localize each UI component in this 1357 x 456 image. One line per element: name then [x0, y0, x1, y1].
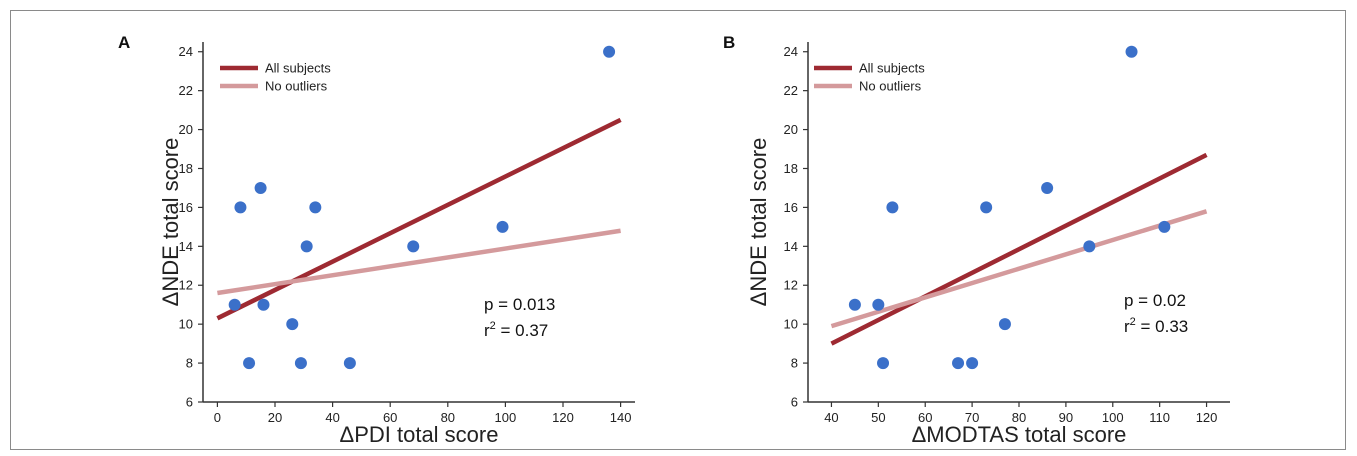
panel-label: B: [723, 33, 735, 52]
r-squared-exponent: 2: [1130, 316, 1136, 328]
data-point: [228, 298, 241, 311]
data-point: [496, 220, 509, 233]
y-tick-label: 10: [179, 317, 193, 332]
y-tick-label: 24: [784, 44, 798, 59]
data-point: [886, 201, 899, 214]
panel-a: 6 8 10 12 14 16 18 20 22 24 0 20 40 60 80 100 120 140 ΔPDI…: [118, 33, 635, 447]
y-tick-label: 12: [179, 278, 193, 293]
data-point: [980, 201, 993, 214]
panel-b: 6 8 10 12 14 16 18 20 22 24 40 50 60 70 80 90 100 110 120 Δ…: [723, 33, 1230, 447]
x-tick-label: 90: [1059, 410, 1073, 425]
data-point: [872, 298, 885, 311]
r-squared-exponent: 2: [490, 320, 496, 332]
x-tick-label: 50: [871, 410, 885, 425]
data-point: [234, 201, 247, 214]
r-squared-symbol: r: [1124, 317, 1130, 336]
y-tick-label: 6: [186, 395, 193, 410]
data-point: [1125, 45, 1138, 58]
data-point: [1041, 181, 1054, 194]
x-tick-label: 80: [441, 410, 455, 425]
y-axis-label: ΔNDE total score: [158, 138, 183, 307]
r-squared: r2 = 0.37: [484, 320, 548, 340]
y-tick-label: 14: [179, 239, 193, 254]
y-tick-label: 22: [179, 83, 193, 98]
r-squared-symbol: r: [484, 321, 490, 340]
x-tick-label: 120: [552, 410, 574, 425]
data-point: [257, 298, 270, 311]
legend-label-no-outliers: No outliers: [265, 79, 328, 94]
legend-label-no-outliers: No outliers: [859, 79, 922, 94]
r-squared: r2 = 0.33: [1124, 316, 1188, 336]
y-tick-label: 24: [179, 44, 193, 59]
x-tick-label: 40: [325, 410, 339, 425]
x-tick-label: 140: [610, 410, 632, 425]
data-point: [603, 45, 616, 58]
y-axis-label: ΔNDE total score: [746, 138, 771, 307]
x-tick-label: 110: [1149, 410, 1170, 425]
y-tick-label: 18: [784, 161, 798, 176]
data-point: [294, 357, 307, 370]
y-tick-label: 12: [784, 278, 798, 293]
regression-line-all-subjects: [216, 117, 622, 321]
data-point: [1083, 240, 1096, 253]
data-point: [407, 240, 420, 253]
data-point: [966, 357, 979, 370]
data-point: [952, 357, 965, 370]
y-tick-label: 8: [186, 356, 193, 371]
x-tick-label: 20: [268, 410, 282, 425]
y-tick-label: 20: [179, 122, 193, 137]
x-tick-label: 60: [918, 410, 932, 425]
data-point: [848, 298, 861, 311]
data-point: [243, 357, 256, 370]
y-tick-label: 14: [784, 239, 798, 254]
data-point: [343, 357, 356, 370]
y-tick-label: 22: [784, 83, 798, 98]
legend-label-all-subjects: All subjects: [265, 61, 331, 76]
legend-label-all-subjects: All subjects: [859, 61, 925, 76]
x-tick-label: 120: [1196, 410, 1218, 425]
regression-line-all-subjects: [830, 152, 1208, 346]
r-squared-value: = 0.33: [1136, 317, 1188, 336]
x-axis-label: ΔMODTAS total score: [912, 422, 1127, 447]
p-value: p = 0.013: [484, 295, 555, 314]
x-axis-label: ΔPDI total score: [340, 422, 499, 447]
data-point: [300, 240, 313, 253]
p-value: p = 0.02: [1124, 291, 1186, 310]
y-tick-label: 10: [784, 317, 798, 332]
data-point: [254, 181, 267, 194]
y-tick-label: 20: [784, 122, 798, 137]
y-tick-label: 16: [179, 200, 193, 215]
figure-frame: [10, 10, 1346, 450]
x-tick-label: 80: [1012, 410, 1026, 425]
x-tick-label: 0: [214, 410, 221, 425]
regression-line-no-outliers: [217, 228, 621, 296]
y-tick-label: 6: [791, 395, 798, 410]
regression-line-no-outliers: [830, 209, 1208, 329]
data-point: [877, 357, 890, 370]
r-squared-value: = 0.37: [496, 321, 548, 340]
data-point: [286, 318, 299, 331]
y-tick-label: 8: [791, 356, 798, 371]
x-tick-label: 60: [383, 410, 397, 425]
x-tick-label: 70: [965, 410, 979, 425]
data-point: [998, 318, 1011, 331]
x-tick-label: 40: [824, 410, 838, 425]
x-tick-label: 100: [495, 410, 517, 425]
panel-label: A: [118, 33, 130, 52]
data-point: [309, 201, 322, 214]
y-tick-label: 16: [784, 200, 798, 215]
data-point: [1158, 220, 1171, 233]
y-tick-label: 18: [179, 161, 193, 176]
x-tick-label: 100: [1102, 410, 1124, 425]
